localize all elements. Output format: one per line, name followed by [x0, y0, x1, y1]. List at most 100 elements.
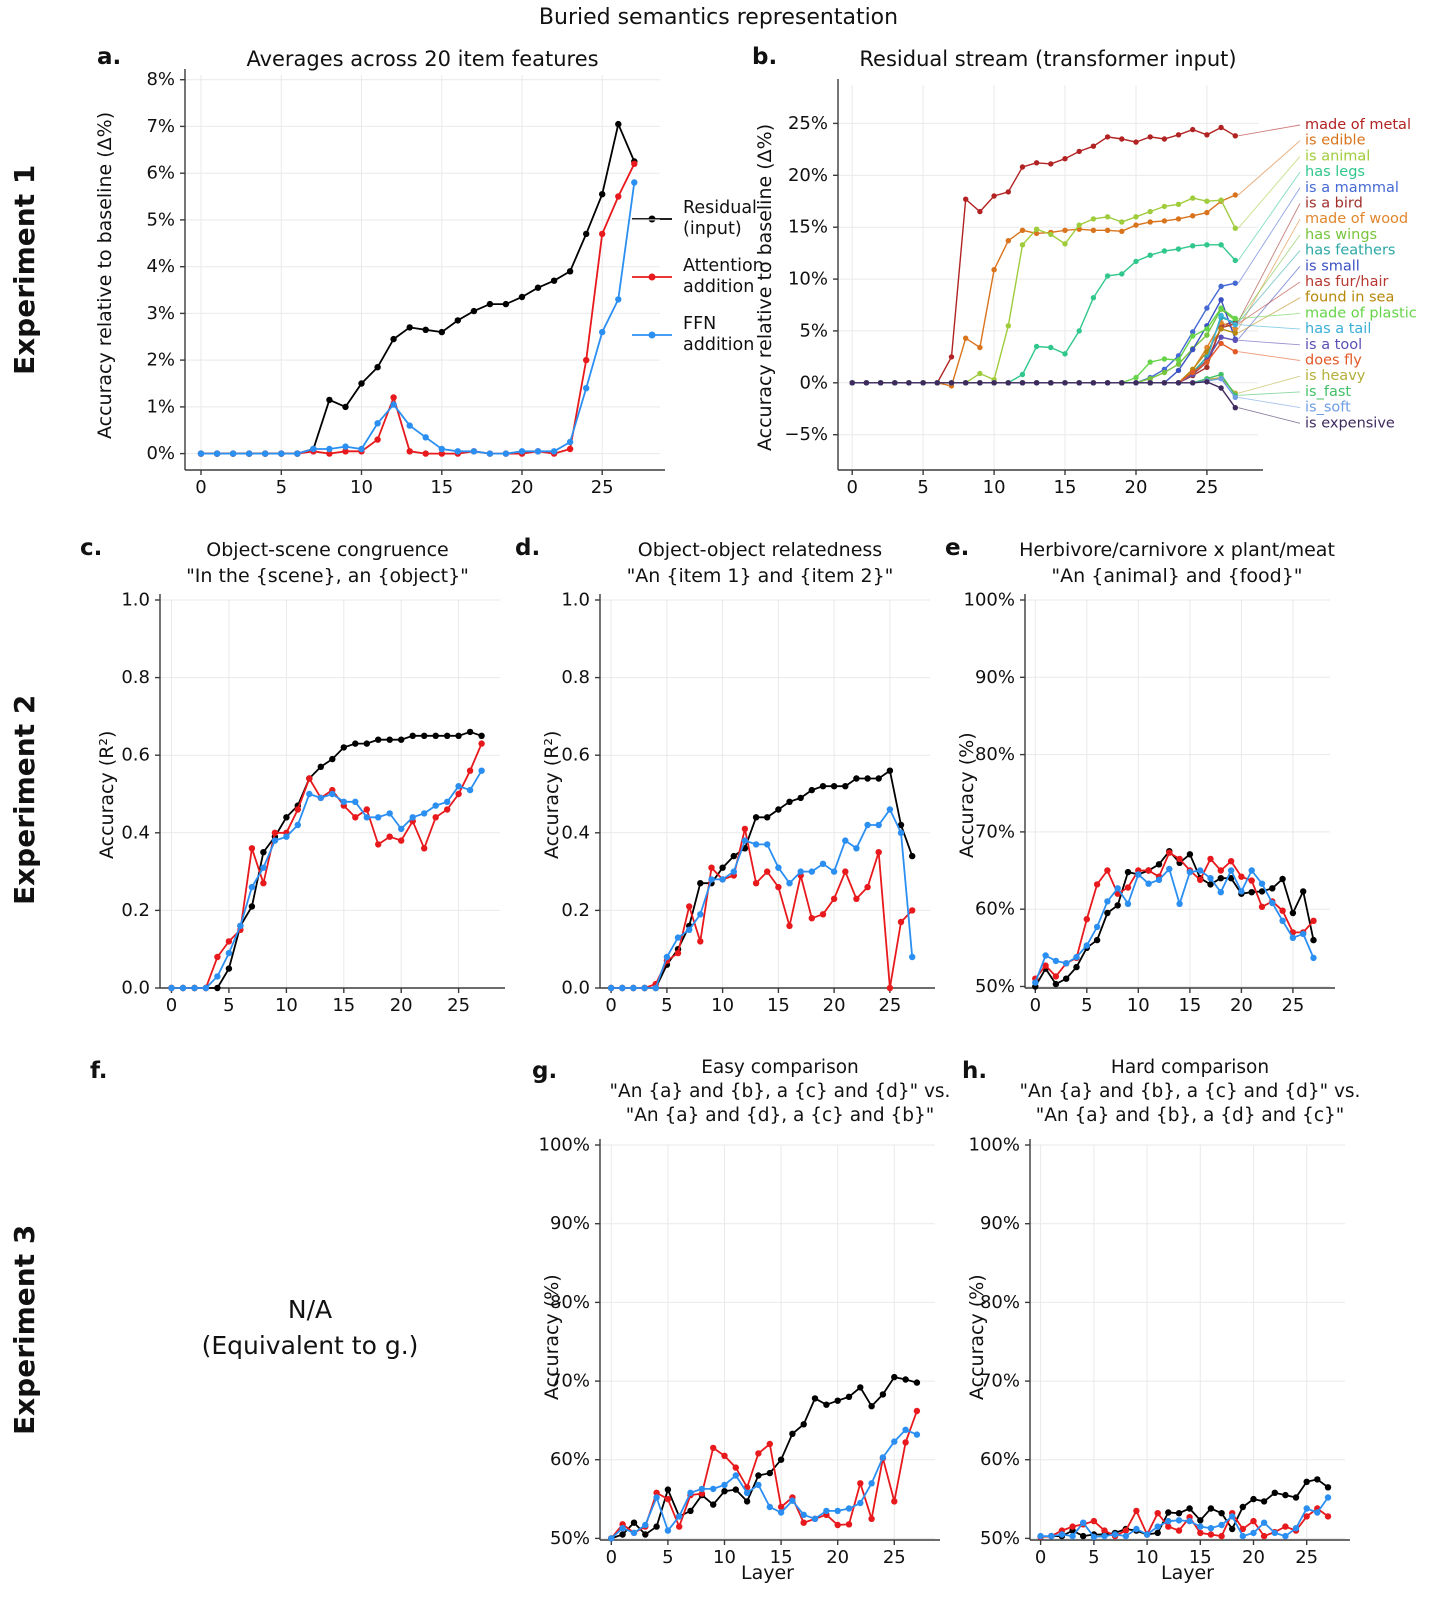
data-point	[225, 965, 233, 972]
panel-e-title-line2: "An {animal} and {food}"	[1051, 565, 1303, 587]
data-point	[1218, 1521, 1225, 1529]
data-point	[1069, 1523, 1076, 1530]
panel-h-title: Hard comparison "An {a} and {b}, a {c} a…	[955, 1056, 1425, 1128]
series-attention-addition	[608, 1407, 921, 1542]
x-tick-label: 5	[661, 995, 672, 1016]
data-point	[775, 806, 782, 813]
panel-d-title-line1: Object-object relatedness	[637, 539, 883, 561]
data-point	[229, 450, 237, 457]
data-point	[991, 193, 997, 199]
data-point	[1232, 133, 1238, 139]
legend-marker-ffn-icon	[632, 331, 672, 339]
label-connector	[1238, 375, 1301, 394]
data-point	[225, 949, 233, 957]
data-point	[260, 880, 267, 887]
series-ffn-addition	[168, 767, 485, 992]
data-point	[1229, 1525, 1236, 1533]
tick-labels: 0 5 10 15 20 25 0.0 0.2 0.4 0.6 0.8 1.0	[561, 590, 901, 1016]
data-point	[1161, 380, 1168, 386]
data-point	[398, 736, 405, 743]
data-point	[1090, 1517, 1098, 1525]
row-label-experiment-1: Experiment 1	[8, 164, 41, 376]
data-point	[1019, 227, 1026, 233]
series-line	[852, 126, 1236, 384]
data-point	[730, 868, 737, 875]
data-point	[1292, 1494, 1300, 1501]
series-has-wings	[849, 306, 1238, 386]
panel-g-title: Easy comparison "An {a} and {b}, a {c} a…	[545, 1056, 1015, 1128]
data-point	[868, 1515, 875, 1522]
data-point	[1324, 1513, 1332, 1520]
data-point	[409, 732, 416, 739]
data-point	[1005, 323, 1011, 329]
grid	[600, 599, 930, 989]
data-point	[1161, 356, 1168, 362]
data-point	[698, 1490, 706, 1497]
data-point	[566, 445, 574, 453]
y-tick-label: 60%	[980, 1449, 1020, 1470]
data-point	[352, 814, 359, 821]
data-point	[438, 328, 445, 336]
data-point	[1175, 1527, 1183, 1534]
panel-letter-g: g.	[532, 1058, 558, 1084]
data-point	[891, 1498, 898, 1505]
axes	[595, 594, 935, 993]
data-point	[719, 864, 726, 871]
label-connector	[1238, 124, 1301, 137]
data-point	[306, 790, 313, 798]
data-point	[1310, 917, 1317, 924]
data-point	[1207, 875, 1214, 882]
y-tick-label: 50%	[980, 1528, 1020, 1549]
data-point	[1133, 258, 1139, 265]
x-tick-label: 15	[1054, 477, 1077, 498]
panel-g-title-line1: Easy comparison	[701, 1057, 859, 1078]
data-point	[1232, 330, 1238, 336]
data-point	[797, 868, 804, 875]
label-connector	[1238, 312, 1301, 319]
chart-c: 0 5 10 15 20 25 0.0 0.2 0.4 0.6 0.8 1.0	[121, 590, 505, 1016]
data-point	[1019, 242, 1026, 248]
data-point	[1232, 405, 1238, 411]
data-point	[1218, 340, 1224, 347]
y-tick-label: 1%	[146, 396, 175, 417]
y-tick-label: 10%	[788, 269, 828, 290]
y-tick-label: 0.6	[561, 745, 590, 766]
panel-b-title: Residual stream (transformer input)	[859, 47, 1237, 71]
series-ffn-addition	[1037, 1494, 1332, 1541]
data-point	[886, 767, 894, 774]
axes	[1025, 1139, 1350, 1545]
data-point	[1033, 230, 1040, 237]
series-label: has wings	[1305, 227, 1377, 243]
data-point	[1114, 885, 1121, 892]
data-point	[948, 354, 955, 360]
data-point	[1207, 855, 1214, 863]
data-point	[674, 949, 682, 957]
panel-a-title: Averages across 20 item features	[246, 47, 599, 71]
data-point	[1058, 1531, 1066, 1538]
y-tick-label: 90%	[975, 667, 1015, 688]
series-ffn-addition	[1032, 865, 1317, 986]
data-point	[1005, 189, 1011, 195]
data-point	[676, 1523, 683, 1530]
data-point	[1289, 909, 1297, 917]
data-point	[1104, 867, 1111, 874]
data-point	[438, 445, 445, 453]
data-point	[1037, 1532, 1044, 1540]
data-point	[260, 864, 267, 871]
data-point	[1248, 867, 1255, 874]
data-point	[1048, 380, 1054, 386]
series-attention-addition	[197, 160, 638, 457]
data-point	[444, 798, 451, 805]
panel-g-title-line3: "An {a} and {d}, a {c} and {b}"	[625, 1105, 935, 1126]
data-point	[1227, 867, 1235, 874]
data-point	[1062, 241, 1068, 247]
panel-letter-a: a.	[97, 44, 122, 70]
data-point	[1019, 380, 1026, 386]
y-tick-label: 60%	[550, 1449, 590, 1470]
data-point	[1190, 243, 1196, 249]
data-point	[386, 736, 393, 743]
series-label: is a bird	[1305, 196, 1363, 212]
data-point	[1090, 1533, 1098, 1541]
data-point	[1238, 873, 1245, 880]
data-point	[599, 191, 606, 198]
